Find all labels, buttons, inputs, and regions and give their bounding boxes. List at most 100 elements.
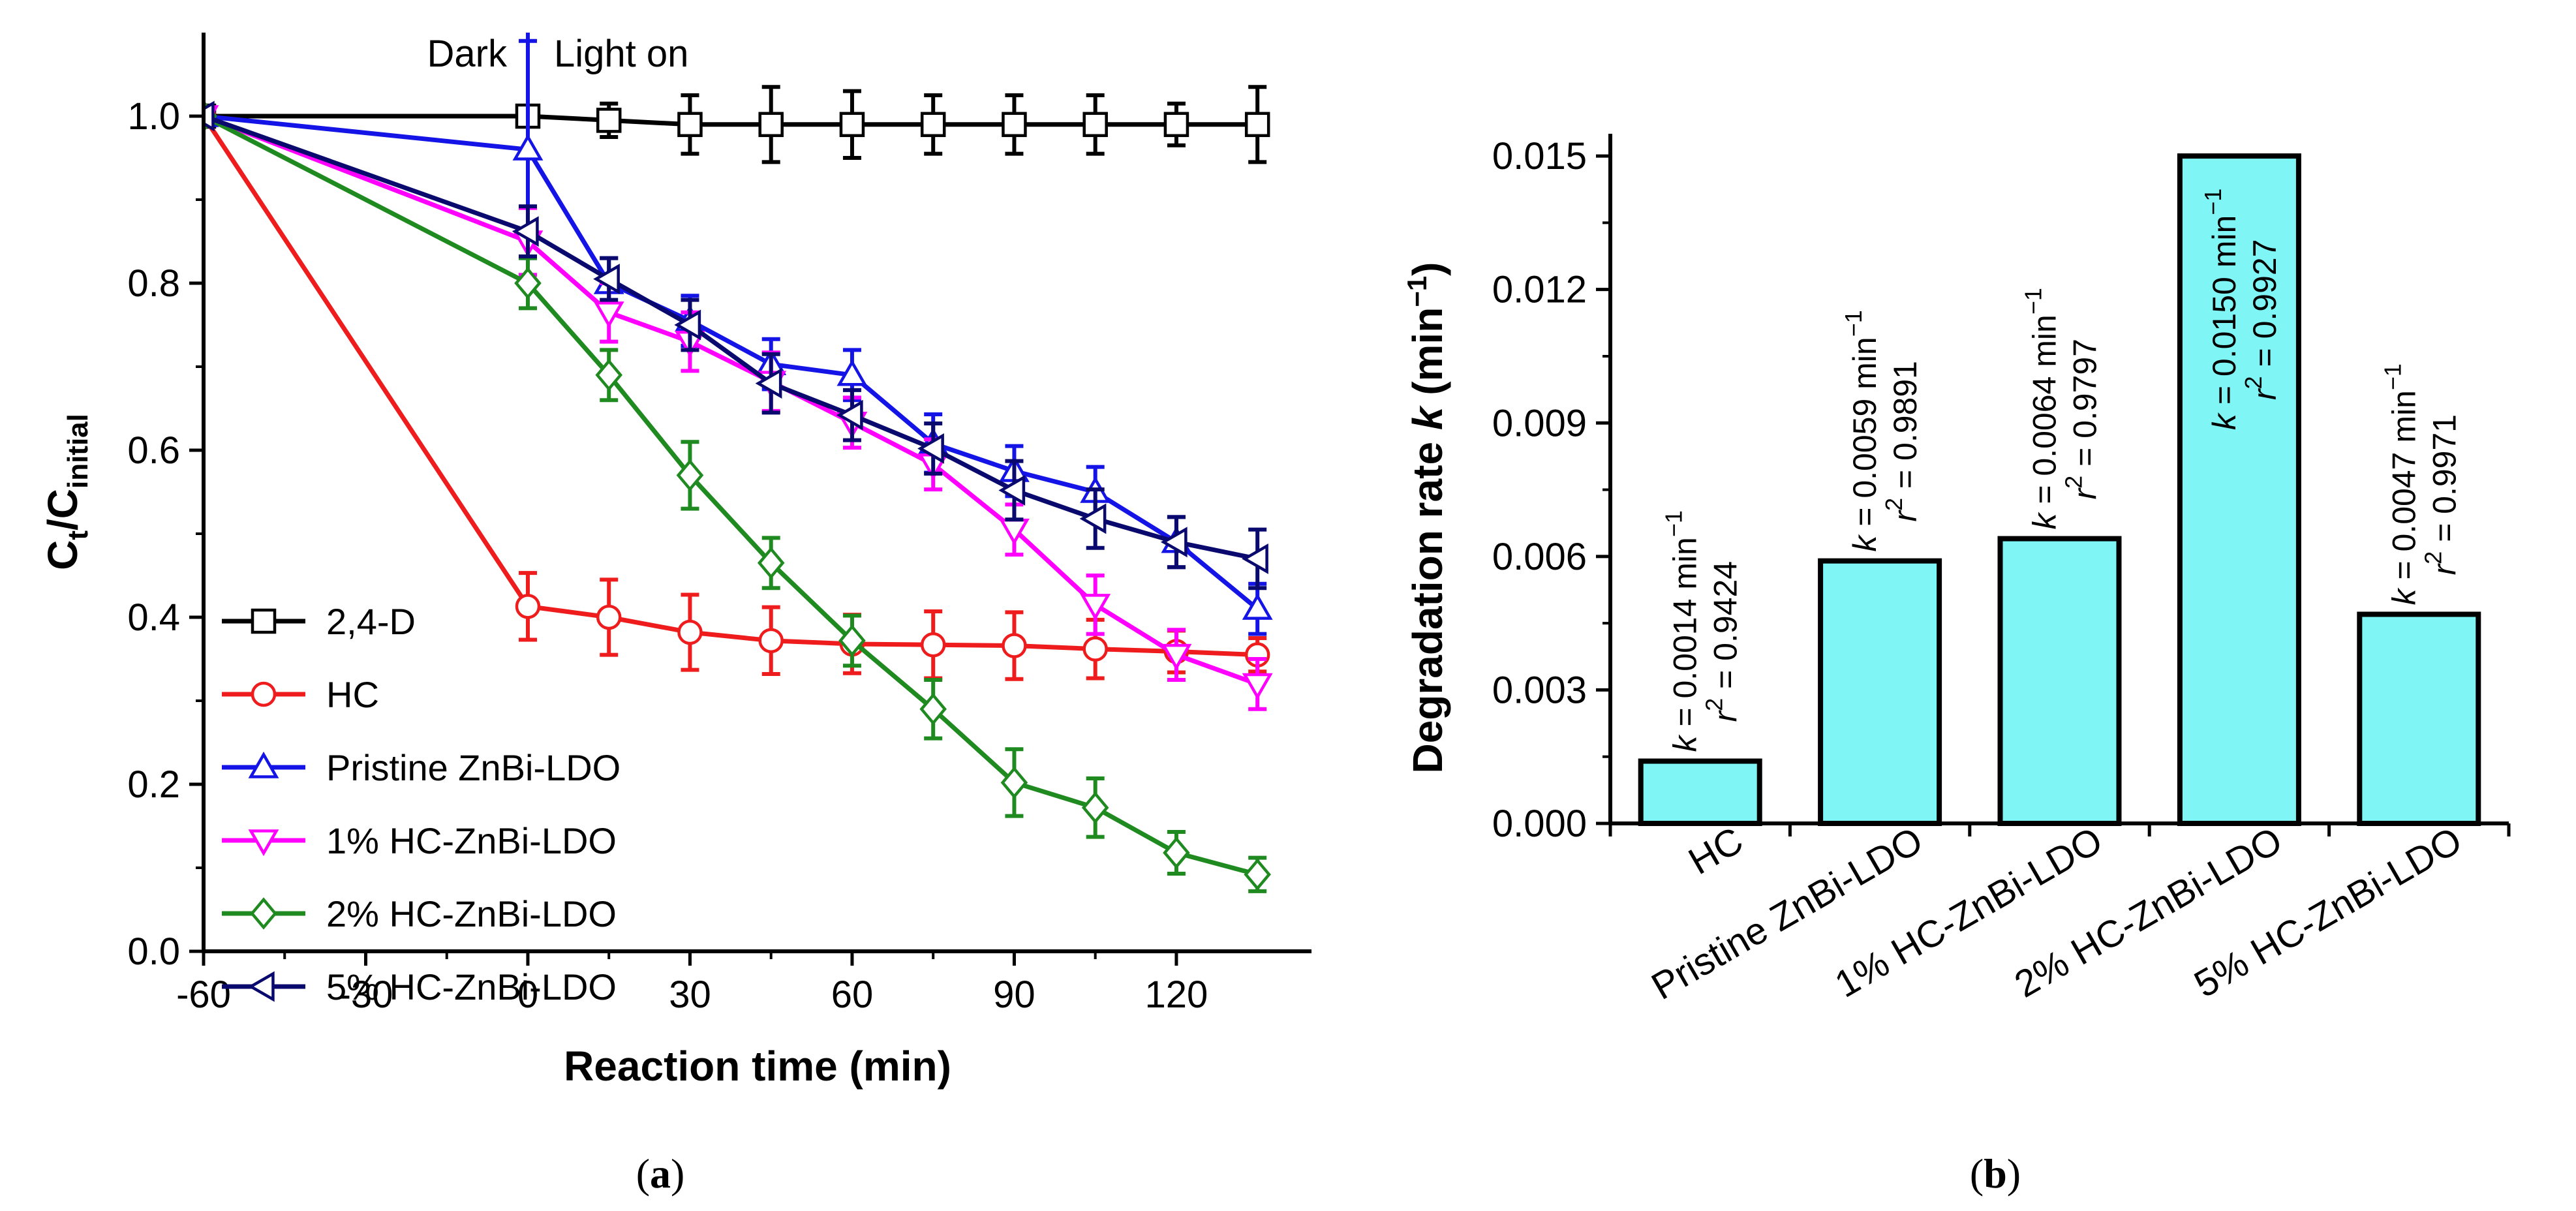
series-5: [204, 100, 1268, 590]
data-point: [839, 112, 865, 138]
x-tick-label: 30: [669, 973, 711, 1016]
k-symbol: k: [2027, 512, 2063, 530]
y-title-sub-t: t: [62, 530, 94, 540]
data-point: [674, 309, 701, 341]
r2-text: = 0.9891: [1887, 361, 1924, 498]
data-point: [758, 628, 784, 654]
data-point: [1081, 791, 1109, 824]
k-symbol: k: [2385, 587, 2422, 605]
y-title-b-sup: −1: [1402, 276, 1432, 307]
legend-label: 1% HC-ZnBi-LDO: [326, 820, 617, 861]
r-sup: 2: [2419, 551, 2446, 564]
r2-text: = 0.9797: [2067, 339, 2104, 476]
k-unit-sup: −1: [2020, 288, 2047, 314]
r2-value-label: r2 = 0.9891: [1880, 361, 1924, 522]
r-symbol: r: [2426, 562, 2462, 575]
data-point: [593, 301, 624, 328]
x-tick-label: 90: [993, 973, 1035, 1016]
data-point: [595, 359, 623, 391]
legend: 2,4-D HC Pristine ZnBi-LDO 1% HC-ZnBi-LDO 2%…: [222, 601, 621, 1007]
y-title-b-close: ): [1404, 262, 1451, 275]
r-symbol: r: [1708, 710, 1744, 722]
data-point: [1163, 112, 1189, 138]
dark-annotation: Dark: [427, 33, 508, 75]
data-point: [998, 475, 1026, 506]
legend-marker: [251, 608, 277, 634]
k-value-label: k = 0.0014 min−1: [1661, 510, 1704, 752]
k-symbol: k: [2206, 412, 2243, 430]
k-value-label: k = 0.0064 min−1: [2020, 288, 2063, 529]
data-point: [677, 619, 703, 645]
data-point: [920, 632, 946, 658]
y-axis-title-b: Degradation rate k (min−1): [1402, 262, 1451, 773]
data-point: [515, 594, 541, 619]
y-title-b-k: k: [1404, 405, 1451, 430]
bar: [2357, 611, 2481, 826]
x-tick-label: 0: [517, 973, 538, 1016]
r-sup: 2: [1880, 498, 1907, 511]
bar-annotation: k = 0.0047 min−1r2 = 0.9971: [2379, 363, 2462, 605]
bar: [1638, 758, 1762, 827]
y-tick-label-b: 0.003: [1492, 669, 1587, 711]
legend-item: 2% HC-ZnBi-LDO: [222, 893, 617, 934]
data-point: [919, 693, 947, 726]
k-symbol: k: [1847, 534, 1883, 552]
data-point: [920, 112, 946, 138]
data-point: [1242, 673, 1273, 700]
bar-annotation: k = 0.0064 min−1r2 = 0.9797: [2020, 288, 2104, 529]
y-title-b-prefix: Degradation rate: [1404, 430, 1451, 773]
data-point: [1002, 112, 1027, 138]
data-point: [758, 112, 784, 138]
legend-marker: [250, 897, 277, 930]
chart-a-series: [204, 38, 1273, 893]
k-unit-sup: −1: [1840, 310, 1867, 337]
k-unit-sup: −1: [2379, 363, 2406, 390]
bar: [2177, 153, 2301, 826]
series-2: [204, 38, 1273, 636]
panel-label-b: (b): [1970, 1150, 2021, 1197]
bar: [1997, 536, 2122, 826]
category-label: HC: [1681, 819, 1750, 883]
y-title-sub-initial: initial: [62, 414, 94, 489]
k-text: = 0.0150 min: [2206, 215, 2243, 414]
legend-item: 2,4-D: [222, 601, 416, 642]
data-point: [1082, 636, 1108, 662]
r-sup: 2: [2240, 376, 2267, 389]
chart-a-axes: -60 -30 0 30 60 90 120 0.0 0.2 0.4 0.6 0.8 1.0: [127, 33, 1311, 1016]
legend-marker: [251, 681, 277, 707]
data-point: [1160, 527, 1188, 558]
y-tick-label: 0.2: [127, 763, 180, 806]
r2-value-label: r2 = 0.9927: [2240, 239, 2283, 400]
data-point: [755, 368, 782, 399]
legend-marker: [247, 971, 275, 1002]
y-title-b-unit: (min: [1404, 307, 1451, 407]
x-tick-label: 60: [831, 973, 874, 1016]
series-4: [204, 100, 1271, 893]
k-value-label: k = 0.0047 min−1: [2379, 363, 2422, 605]
panel-label-a: (a): [636, 1150, 685, 1197]
x-tick-label: -30: [339, 973, 393, 1016]
data-point: [1082, 112, 1108, 138]
legend-label: 2% HC-ZnBi-LDO: [326, 893, 617, 934]
svg-text:Degradation rate k (min−1): Degradation rate k (min−1): [1402, 262, 1451, 773]
bar-annotation: k = 0.0150 min−1r2 = 0.9927: [2200, 189, 2283, 430]
y-tick-label-b: 0.015: [1492, 135, 1587, 177]
r-sup: 2: [1701, 698, 1728, 711]
y-title-c: C: [39, 540, 86, 570]
y-tick-label-b: 0.009: [1492, 402, 1587, 444]
data-point: [677, 112, 703, 138]
k-value-label: k = 0.0059 min−1: [1840, 310, 1883, 551]
k-value-label: k = 0.0150 min−1: [2200, 189, 2243, 430]
r-sup: 2: [2061, 476, 2087, 489]
legend-label: 5% HC-ZnBi-LDO: [326, 966, 617, 1007]
bar: [1818, 558, 1942, 827]
data-point: [1000, 766, 1028, 799]
k-text: = 0.0064 min: [2027, 314, 2063, 513]
y-title-slash-c: /C: [39, 489, 86, 530]
k-text: = 0.0014 min: [1667, 537, 1704, 735]
light-on-annotation: Light on: [554, 33, 688, 75]
